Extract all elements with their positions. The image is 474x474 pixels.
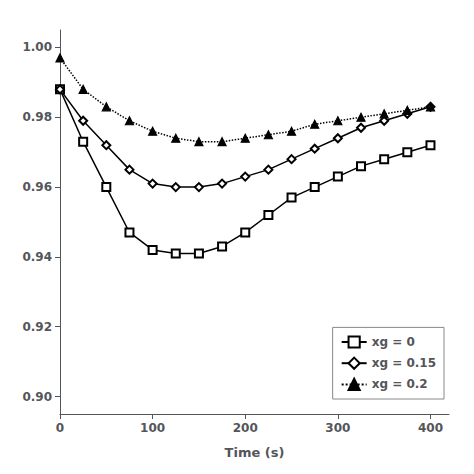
- svg-text:200: 200: [233, 421, 258, 435]
- svg-text:300: 300: [325, 421, 350, 435]
- svg-text:xg = 0: xg = 0: [372, 335, 415, 349]
- svg-text:Time (s): Time (s): [225, 445, 285, 460]
- svg-text:0.90: 0.90: [22, 390, 52, 404]
- svg-text:1.00: 1.00: [22, 40, 52, 54]
- svg-text:0: 0: [56, 421, 64, 435]
- svg-text:0.96: 0.96: [22, 180, 52, 194]
- svg-text:100: 100: [140, 421, 165, 435]
- svg-text:0.92: 0.92: [22, 320, 52, 334]
- svg-text:xg = 0.2: xg = 0.2: [372, 377, 428, 391]
- svg-text:xg = 0.15: xg = 0.15: [372, 356, 436, 370]
- svg-text:0.94: 0.94: [22, 250, 52, 264]
- svg-text:400: 400: [418, 421, 443, 435]
- svg-text:0.98: 0.98: [22, 110, 52, 124]
